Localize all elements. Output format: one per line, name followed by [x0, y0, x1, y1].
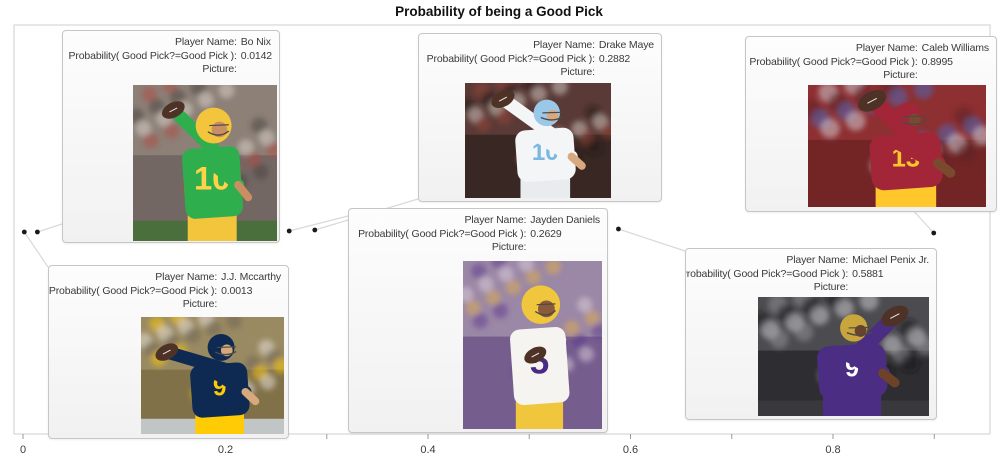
player-photo: 10	[133, 85, 277, 241]
x-axis-tick-label: 0.4	[420, 444, 435, 456]
tooltip-text-rows: Player Name: Bo Nix Probability( Good Pi…	[63, 31, 279, 77]
probability-value: 0.8995	[921, 55, 953, 68]
player-photo: 10	[465, 83, 611, 198]
tooltip-text-rows: Player Name: Drake Maye Probability( Goo…	[419, 34, 661, 80]
player-tooltip-card[interactable]: Player Name: Jayden Daniels Probability(…	[348, 208, 608, 433]
player-tooltip-card[interactable]: Player Name: J.J. Mccarthy Probability( …	[48, 265, 289, 439]
picture-value	[530, 241, 600, 255]
tooltip-text-rows: Player Name: Jayden Daniels Probability(…	[349, 209, 607, 255]
picture-label: Picture:	[491, 241, 527, 253]
player-name-value: Caleb Williams	[921, 42, 989, 54]
data-point[interactable]	[312, 227, 318, 233]
probability-value: 0.0013	[221, 284, 253, 297]
player-name-label: Player Name:	[155, 271, 218, 283]
player-name-label: Player Name:	[786, 254, 849, 266]
x-axis-tick-label: 0.2	[218, 444, 233, 456]
tooltip-text-rows: Player Name: Michael Penix Jr. Probabili…	[686, 249, 936, 295]
probability-value: 0.0142	[240, 49, 272, 62]
probability-label: Probability( Good Pick?=Good Pick ):	[749, 55, 918, 68]
data-point[interactable]	[34, 229, 40, 235]
callout-connector-line	[23, 231, 49, 268]
x-axis-tick-label: 0.6	[623, 444, 638, 456]
picture-label: Picture:	[813, 281, 849, 293]
player-photo: 5	[463, 261, 602, 429]
picture-label: Picture:	[182, 298, 218, 310]
picture-label: Picture:	[560, 66, 595, 78]
player-name-value: Jayden Daniels	[530, 214, 600, 226]
picture-value	[221, 298, 281, 312]
player-name-value: Bo Nix	[240, 36, 271, 48]
x-axis-tick-label: 0.8	[825, 444, 840, 456]
player-name-value: J.J. Mccarthy	[221, 271, 281, 283]
probability-label: Probability( Good Pick?=Good Pick ):	[68, 49, 237, 62]
probability-value: 0.2629	[530, 227, 562, 240]
tooltip-text-rows: Player Name: Caleb Williams Probability(…	[746, 37, 996, 83]
callout-connector-line	[618, 228, 686, 252]
picture-value	[241, 63, 272, 77]
callout-connector-line	[289, 215, 349, 232]
callout-connector-line	[910, 207, 935, 234]
plot-frame	[13, 24, 991, 435]
probability-label: Probability( Good Pick?=Good Pick ):	[426, 52, 595, 65]
player-name-label: Player Name:	[533, 39, 595, 51]
picture-value	[922, 69, 989, 83]
probability-label: Probability( Good Pick?=Good Pick ):	[358, 227, 527, 240]
player-tooltip-card[interactable]: Player Name: Caleb Williams Probability(…	[745, 36, 997, 212]
chart-title: Probability of being a Good Pick	[395, 4, 603, 19]
data-point[interactable]	[931, 230, 937, 236]
player-tooltip-card[interactable]: Player Name: Bo Nix Probability( Good Pi…	[62, 30, 280, 243]
player-name-label: Player Name:	[174, 36, 237, 48]
player-name-label: Player Name:	[464, 214, 527, 226]
player-photo: 13	[808, 85, 986, 207]
callout-connector-line	[37, 223, 63, 233]
picture-value	[852, 281, 929, 295]
probability-label: Probability( Good Pick?=Good Pick ):	[685, 267, 849, 280]
data-point[interactable]	[21, 229, 27, 235]
picture-label: Picture:	[202, 63, 237, 75]
probability-value: 0.5881	[852, 267, 884, 280]
player-photo: 9	[141, 317, 284, 434]
data-point[interactable]	[286, 228, 292, 234]
player-tooltip-card[interactable]: Player Name: Drake Maye Probability( Goo…	[418, 33, 662, 202]
probability-value: 0.2882	[598, 52, 631, 65]
player-tooltip-card[interactable]: Player Name: Michael Penix Jr. Probabili…	[685, 248, 937, 420]
picture-value	[599, 66, 654, 80]
player-photo: 9	[758, 297, 929, 416]
player-name-value: Michael Penix Jr.	[852, 254, 929, 266]
tooltip-text-rows: Player Name: J.J. Mccarthy Probability( …	[49, 266, 288, 312]
data-point[interactable]	[616, 226, 621, 232]
probability-label: Probability( Good Pick?=Good Pick ):	[48, 284, 218, 297]
picture-label: Picture:	[883, 69, 918, 81]
x-axis-tick-label: 0	[20, 444, 26, 456]
player-name-value: Drake Maye	[598, 39, 654, 51]
player-name-label: Player Name:	[855, 42, 918, 54]
